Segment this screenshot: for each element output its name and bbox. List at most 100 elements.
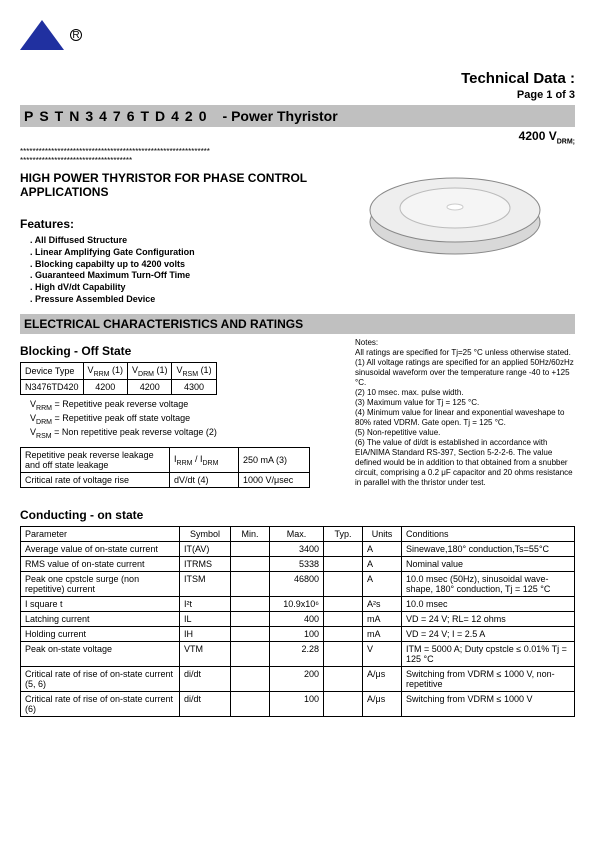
- cond-cell: [231, 611, 270, 626]
- cond-cell: A: [363, 571, 402, 596]
- cond-cell: Critical rate of rise of on-state curren…: [21, 691, 180, 716]
- cond-cell: mA: [363, 611, 402, 626]
- page-number: Page 1 of 3: [20, 89, 575, 101]
- cond-cell: [324, 611, 363, 626]
- cond-cell: [231, 571, 270, 596]
- cond-cell: Switching from VDRM ≤ 1000 V, non-repeti…: [402, 666, 575, 691]
- blocking-defs: VRRM = Repetitive peak reverse voltage V…: [30, 399, 345, 441]
- cond-cell: Peak on-state voltage: [21, 641, 180, 666]
- title-suffix: - Power Thyristor: [223, 108, 338, 124]
- cond-hdr: Min.: [231, 526, 270, 541]
- cond-cell: VD = 24 V; RL= 12 ohms: [402, 611, 575, 626]
- cond-cell: [231, 596, 270, 611]
- blocking-table-2: Repetitive peak reverse leakage and off …: [20, 447, 310, 488]
- cond-cell: IT(AV): [180, 541, 231, 556]
- cond-cell: IH: [180, 626, 231, 641]
- cond-cell: [231, 666, 270, 691]
- cond-cell: 46800: [270, 571, 324, 596]
- cond-hdr: Typ.: [324, 526, 363, 541]
- cond-cell: [324, 541, 363, 556]
- blk2-cell: IRRM / IDRM: [170, 447, 239, 472]
- cond-cell: 2.28: [270, 641, 324, 666]
- cond-cell: [324, 641, 363, 666]
- feature-item: . Blocking capabilty up to 4200 volts: [30, 259, 345, 271]
- cond-cell: Switching from VDRM ≤ 1000 V: [402, 691, 575, 716]
- cond-cell: [324, 691, 363, 716]
- electrical-heading: ELECTRICAL CHARACTERISTICS AND RATINGS: [20, 314, 575, 334]
- blocking-heading: Blocking - Off State: [20, 344, 345, 358]
- cond-hdr: Units: [363, 526, 402, 541]
- conducting-heading: Conducting - on state: [20, 508, 575, 522]
- note-item: (6) The value of di/dt is established in…: [355, 438, 575, 488]
- notes-lead: All ratings are specified for Tj=25 °C u…: [355, 348, 575, 358]
- note-item: (4) Minimum value for linear and exponen…: [355, 408, 575, 428]
- cond-cell: 100: [270, 626, 324, 641]
- cond-cell: Latching current: [21, 611, 180, 626]
- cond-cell: Sinewave,180° conduction,Ts=55°C: [402, 541, 575, 556]
- notes-title: Notes:: [355, 338, 575, 348]
- cond-cell: IL: [180, 611, 231, 626]
- cond-cell: Peak one cpstcle surge (non repetitive) …: [21, 571, 180, 596]
- cond-hdr: Conditions: [402, 526, 575, 541]
- cond-cell: 10.0 msec: [402, 596, 575, 611]
- technical-data-label: Technical Data :: [20, 70, 575, 87]
- cond-cell: 3400: [270, 541, 324, 556]
- cond-cell: Critical rate of rise of on-state curren…: [21, 666, 180, 691]
- cond-cell: [324, 556, 363, 571]
- cond-cell: di/dt: [180, 666, 231, 691]
- logo-row: R: [20, 20, 575, 50]
- features-list: . All Diffused Structure . Linear Amplif…: [30, 235, 345, 305]
- cond-cell: 400: [270, 611, 324, 626]
- blk2-cell: Repetitive peak reverse leakage and off …: [21, 447, 170, 472]
- feature-item: . Guaranteed Maximum Turn-Off Time: [30, 270, 345, 282]
- note-item: (3) Maximum value for Tj = 125 °C.: [355, 398, 575, 408]
- feature-item: . High dV/dt Capability: [30, 282, 345, 294]
- cond-cell: [324, 626, 363, 641]
- def-line: VRRM = Repetitive peak reverse voltage: [30, 399, 345, 413]
- cond-cell: I²t: [180, 596, 231, 611]
- registered-mark: R: [70, 29, 82, 41]
- blocking-table: Device Type VRRM (1) VDRM (1) VRSM (1) N…: [20, 362, 217, 396]
- note-item: (2) 10 msec. max. pulse width.: [355, 388, 575, 398]
- blk2-cell: 250 mA (3): [239, 447, 310, 472]
- feature-item: . Pressure Assembled Device: [30, 294, 345, 306]
- cond-cell: A: [363, 556, 402, 571]
- cond-cell: RMS value of on-state current: [21, 556, 180, 571]
- cond-cell: [231, 626, 270, 641]
- device-image: [355, 155, 555, 275]
- blk2-cell: dV/dt (4): [170, 472, 239, 487]
- cond-cell: [231, 691, 270, 716]
- cond-cell: di/dt: [180, 691, 231, 716]
- cond-cell: 5338: [270, 556, 324, 571]
- cond-cell: A²s: [363, 596, 402, 611]
- cond-cell: VTM: [180, 641, 231, 666]
- cond-cell: mA: [363, 626, 402, 641]
- cond-cell: [231, 556, 270, 571]
- cond-hdr: Symbol: [180, 526, 231, 541]
- def-line: VRSM = Non repetitive peak reverse volta…: [30, 427, 345, 441]
- cond-cell: Holding current: [21, 626, 180, 641]
- cond-cell: V: [363, 641, 402, 666]
- blk-cell: 4300: [172, 380, 216, 395]
- blk-hdr: Device Type: [21, 362, 84, 380]
- cond-cell: 200: [270, 666, 324, 691]
- blk-cell: 4200: [128, 380, 172, 395]
- cond-cell: [231, 541, 270, 556]
- notes-block: Notes: All ratings are specified for Tj=…: [355, 338, 575, 488]
- cond-cell: 100: [270, 691, 324, 716]
- note-item: (5) Non-repetitive value.: [355, 428, 575, 438]
- cond-hdr: Max.: [270, 526, 324, 541]
- cond-cell: [324, 596, 363, 611]
- vdrm-sub: DRM;: [557, 138, 575, 145]
- note-item: (1) All voltage ratings are specified fo…: [355, 358, 575, 388]
- blk-cell: 4200: [83, 380, 127, 395]
- blk-hdr: VRSM (1): [172, 362, 216, 380]
- cond-cell: A: [363, 541, 402, 556]
- features-heading: Features:: [20, 217, 345, 231]
- vdrm-line: 4200 VDRM;: [20, 129, 575, 145]
- feature-item: . Linear Amplifying Gate Configuration: [30, 247, 345, 259]
- cond-cell: [324, 666, 363, 691]
- cond-cell: [324, 571, 363, 596]
- cond-cell: Nominal value: [402, 556, 575, 571]
- blk-hdr: VDRM (1): [128, 362, 172, 380]
